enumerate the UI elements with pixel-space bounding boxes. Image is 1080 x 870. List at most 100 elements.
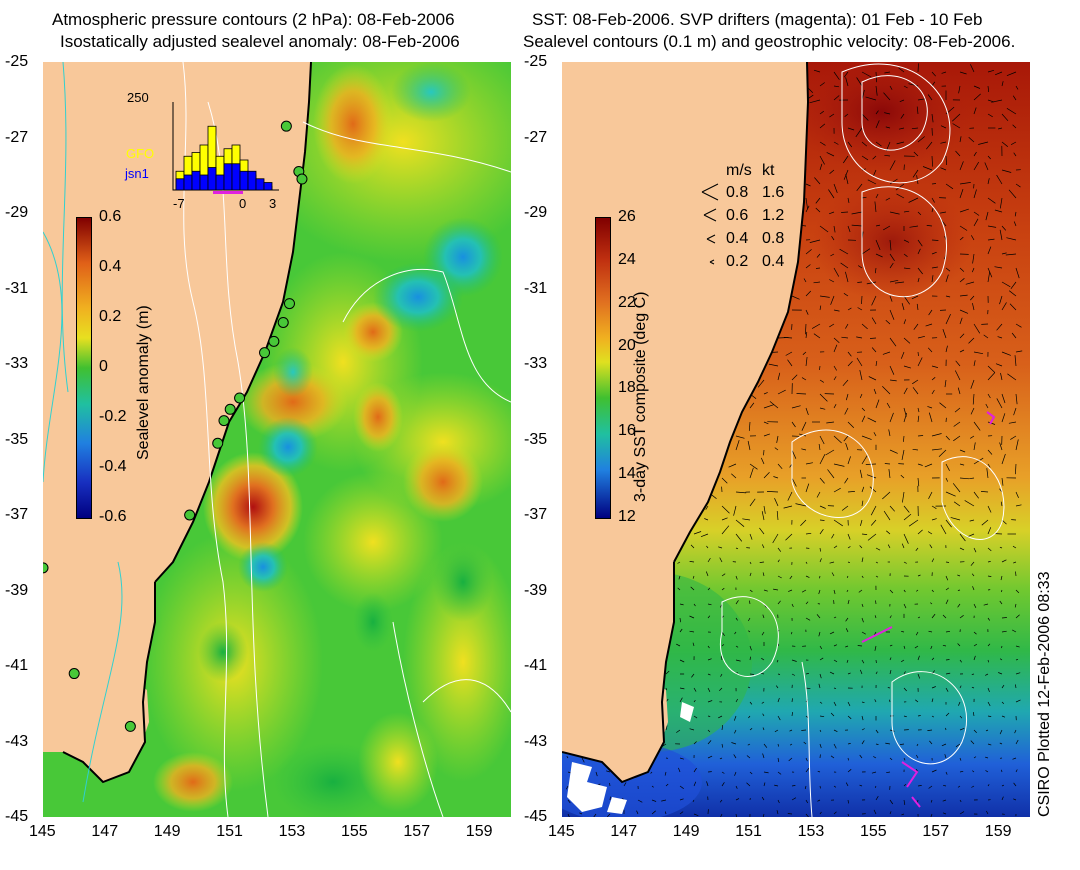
- velocity-arrow: [997, 336, 1003, 339]
- velocity-arrow: [889, 811, 892, 815]
- velocity-arrow: [665, 687, 668, 691]
- tide-gauge-marker: [218, 415, 230, 427]
- left-title-line2: Isostatically adjusted sealevel anomaly:…: [60, 32, 460, 51]
- velocity-arrow: [819, 743, 822, 749]
- velocity-arrow: [844, 113, 849, 117]
- velocity-arrow: [953, 421, 961, 427]
- velocity-arrow: [916, 106, 919, 115]
- velocity-arrow: [931, 589, 934, 593]
- velocity-arrow: [1014, 355, 1017, 367]
- velocity-arrow: [804, 785, 807, 790]
- velocity-arrow: [930, 602, 933, 605]
- velocity-arrow: [833, 644, 838, 647]
- velocity-arrow: [959, 136, 962, 143]
- velocity-arrow: [805, 323, 807, 335]
- velocity-arrow: [959, 533, 966, 542]
- velocity-arrow: [973, 547, 977, 553]
- lat-tick-label: -45: [524, 808, 548, 825]
- velocity-arrow: [692, 575, 695, 579]
- velocity-arrow: [567, 813, 570, 817]
- velocity-arrow: [875, 110, 879, 115]
- velocity-arrow: [931, 365, 938, 368]
- velocity-arrow: [693, 767, 697, 773]
- velocity-arrow: [859, 754, 863, 759]
- velocity-arrow: [605, 770, 611, 773]
- velocity-arrow: [1000, 589, 1003, 593]
- velocity-arrow: [1015, 323, 1022, 328]
- velocity-arrow: [861, 141, 868, 147]
- velocity-arrow: [912, 169, 919, 178]
- velocity-arrow: [747, 617, 751, 622]
- velocity-arrow: [1015, 769, 1018, 773]
- velocity-arrow: [813, 333, 821, 339]
- velocity-arrow: [676, 643, 681, 647]
- velocity-arrow: [945, 295, 951, 298]
- velocity-arrow: [565, 743, 569, 745]
- velocity-arrow: [845, 628, 849, 633]
- velocity-arrow: [813, 281, 821, 284]
- velocity-arrow: [845, 271, 849, 283]
- velocity-arrow: [777, 715, 781, 721]
- velocity-arrow: [917, 211, 922, 216]
- velocity-arrow: [973, 189, 977, 199]
- velocity-arrow: [901, 303, 905, 311]
- velocity-arrow: [817, 799, 821, 802]
- tide-gauge-marker: [212, 437, 224, 449]
- velocity-arrow: [762, 753, 765, 759]
- sealevel-colorbar-label: Sealevel anomaly (m): [135, 305, 152, 460]
- velocity-arrow: [1001, 81, 1004, 87]
- velocity-arrow: [973, 107, 977, 115]
- velocity-arrow: [931, 769, 937, 773]
- velocity-arrow: [633, 573, 639, 577]
- velocity-arrow: [801, 589, 807, 593]
- sst-map: m/s kt 0.8 1.6 0.6 1.2 0.4 0.8 0.2 0.4 2…: [562, 62, 1030, 817]
- velocity-arrow: [720, 673, 723, 677]
- velocity-arrow: [636, 659, 639, 664]
- velocity-arrow: [987, 575, 992, 577]
- velocity-arrow: [985, 770, 989, 773]
- velocity-arrow: [866, 281, 877, 285]
- velocity-legend-row-kt: 0.4: [762, 253, 785, 270]
- velocity-arrow: [818, 589, 821, 595]
- velocity-arrow: [749, 673, 755, 675]
- velocity-arrow: [1000, 372, 1003, 381]
- velocity-arrow: [957, 589, 961, 591]
- velocity-arrow: [959, 278, 965, 283]
- velocity-arrow: [903, 671, 906, 675]
- velocity-arrow: [903, 645, 906, 649]
- velocity-arrow: [927, 531, 933, 535]
- tide-gauge-marker: [234, 392, 246, 404]
- velocity-arrow: [861, 455, 868, 465]
- velocity-arrow: [987, 267, 993, 278]
- velocity-arrow: [805, 799, 809, 804]
- velocity-arrow: [861, 295, 863, 305]
- velocity-arrow: [563, 617, 569, 621]
- velocity-arrow: [915, 754, 919, 759]
- velocity-arrow: [689, 561, 695, 563]
- velocity-arrow: [826, 421, 835, 424]
- velocity-arrow: [790, 631, 793, 635]
- velocity-arrow: [968, 137, 975, 143]
- velocity-arrow: [700, 533, 709, 538]
- velocity-arrow: [800, 519, 807, 527]
- velocity-arrow: [1015, 672, 1021, 675]
- velocity-arrow: [734, 631, 737, 635]
- velocity-arrow: [875, 743, 879, 745]
- velocity-arrow: [973, 211, 980, 216]
- histogram-range-marker: [213, 191, 243, 194]
- velocity-arrow: [901, 631, 905, 633]
- lon-tick-label: 147: [91, 823, 119, 840]
- velocity-arrow: [845, 442, 849, 451]
- velocity-arrow: [623, 628, 626, 633]
- velocity-arrow: [999, 442, 1003, 451]
- velocity-arrow: [592, 743, 597, 747]
- velocity-arrow: [1001, 252, 1007, 255]
- velocity-arrow: [928, 785, 933, 789]
- lon-tick-label: 159: [465, 823, 493, 840]
- velocity-arrow: [959, 349, 965, 353]
- velocity-arrow: [818, 631, 821, 637]
- velocity-arrow: [868, 376, 877, 381]
- velocity-arrow: [987, 113, 993, 118]
- velocity-arrow: [945, 519, 952, 528]
- velocity-arrow: [707, 673, 711, 676]
